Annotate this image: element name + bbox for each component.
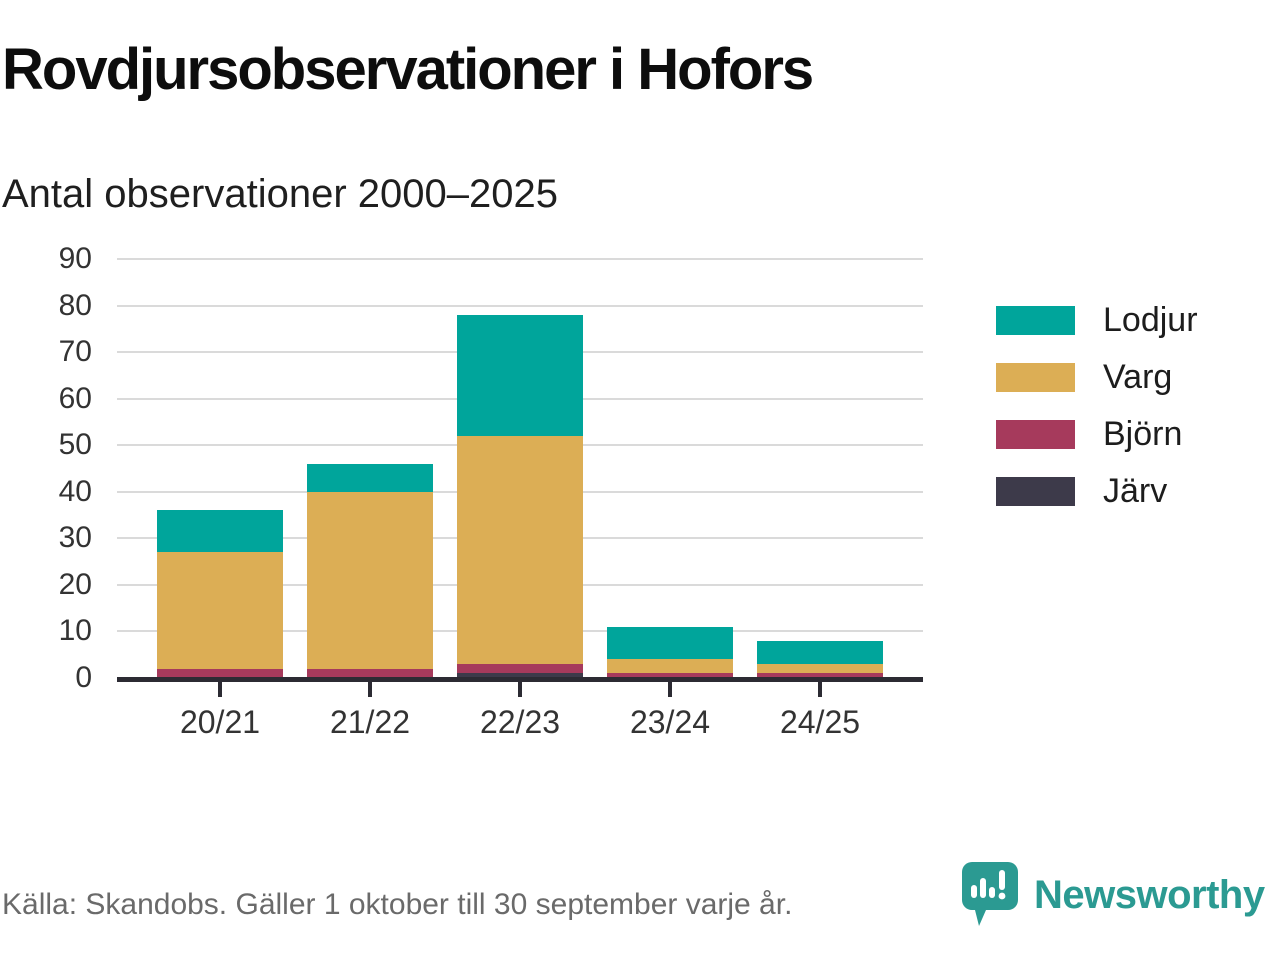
bar-segment-21-22-varg bbox=[307, 491, 433, 669]
brand-lockup: Newsworthy bbox=[962, 862, 1265, 930]
y-axis-tick-label: 20 bbox=[58, 567, 92, 601]
bar-segment-24-25-varg bbox=[757, 664, 883, 674]
bar-segment-22-23-lodjur bbox=[457, 314, 583, 436]
newsworthy-logo-icon bbox=[962, 862, 1018, 926]
source-note: Källa: Skandobs. Gäller 1 oktober till 3… bbox=[2, 888, 793, 921]
x-axis-tick-label: 20/21 bbox=[179, 704, 261, 740]
y-axis-tick-label: 30 bbox=[58, 521, 92, 555]
legend-label: Lodjur bbox=[1103, 301, 1198, 339]
bar-segment-22-23-björn bbox=[457, 664, 583, 674]
x-axis-tick bbox=[368, 682, 372, 697]
bar-segment-22-23-varg bbox=[457, 435, 583, 665]
legend-swatch-björn bbox=[996, 420, 1075, 449]
legend-label: Järv bbox=[1103, 472, 1168, 510]
bar-segment-21-22-lodjur bbox=[307, 463, 433, 492]
x-axis-line bbox=[117, 677, 923, 682]
gridline-y90 bbox=[117, 258, 923, 260]
y-axis-tick-label: 60 bbox=[58, 381, 92, 415]
bar-segment-23-24-lodjur bbox=[607, 626, 733, 660]
y-axis-tick-label: 40 bbox=[58, 474, 92, 508]
y-axis-tick-label: 70 bbox=[58, 335, 92, 369]
x-axis-tick bbox=[218, 682, 222, 697]
legend-swatch-järv bbox=[996, 477, 1075, 506]
legend-swatch-varg bbox=[996, 363, 1075, 392]
x-axis-tick bbox=[518, 682, 522, 697]
x-axis-tick-label: 22/23 bbox=[479, 704, 561, 740]
chart-subtitle: Antal observationer 2000–2025 bbox=[2, 172, 558, 216]
bar-segment-20-21-varg bbox=[157, 552, 283, 669]
legend-item-järv: Järv bbox=[996, 472, 1167, 511]
x-axis-tick-label: 23/24 bbox=[629, 704, 711, 740]
bar-segment-23-24-björn bbox=[607, 673, 733, 678]
bar-segment-20-21-lodjur bbox=[157, 510, 283, 553]
y-axis-tick-label: 50 bbox=[58, 428, 92, 462]
x-axis-tick-label: 21/22 bbox=[329, 704, 411, 740]
x-axis-tick bbox=[668, 682, 672, 697]
legend-swatch-lodjur bbox=[996, 306, 1075, 335]
x-axis-tick bbox=[818, 682, 822, 697]
y-axis-tick-label: 80 bbox=[58, 288, 92, 322]
legend-item-varg: Varg bbox=[996, 358, 1172, 397]
gridline-y80 bbox=[117, 304, 923, 307]
bar-segment-24-25-lodjur bbox=[757, 640, 883, 665]
y-axis-tick-label: 90 bbox=[58, 242, 92, 275]
x-axis-tick-label: 24/25 bbox=[779, 704, 861, 740]
y-axis-tick-label: 10 bbox=[58, 614, 92, 648]
chart-title: Rovdjursobservationer i Hofors bbox=[2, 37, 814, 102]
bar-segment-23-24-varg bbox=[607, 659, 733, 674]
brand-name: Newsworthy bbox=[1034, 873, 1265, 917]
bar-segment-20-21-björn bbox=[157, 668, 283, 678]
bar-segment-22-23-järv bbox=[457, 673, 583, 678]
legend-item-björn: Björn bbox=[996, 415, 1182, 454]
bar-segment-24-25-björn bbox=[757, 673, 883, 678]
bar-segment-21-22-björn bbox=[307, 668, 433, 678]
legend-label: Varg bbox=[1103, 358, 1173, 396]
legend-label: Björn bbox=[1103, 415, 1183, 453]
y-axis-tick-label: 0 bbox=[75, 661, 92, 694]
legend-item-lodjur: Lodjur bbox=[996, 301, 1198, 340]
